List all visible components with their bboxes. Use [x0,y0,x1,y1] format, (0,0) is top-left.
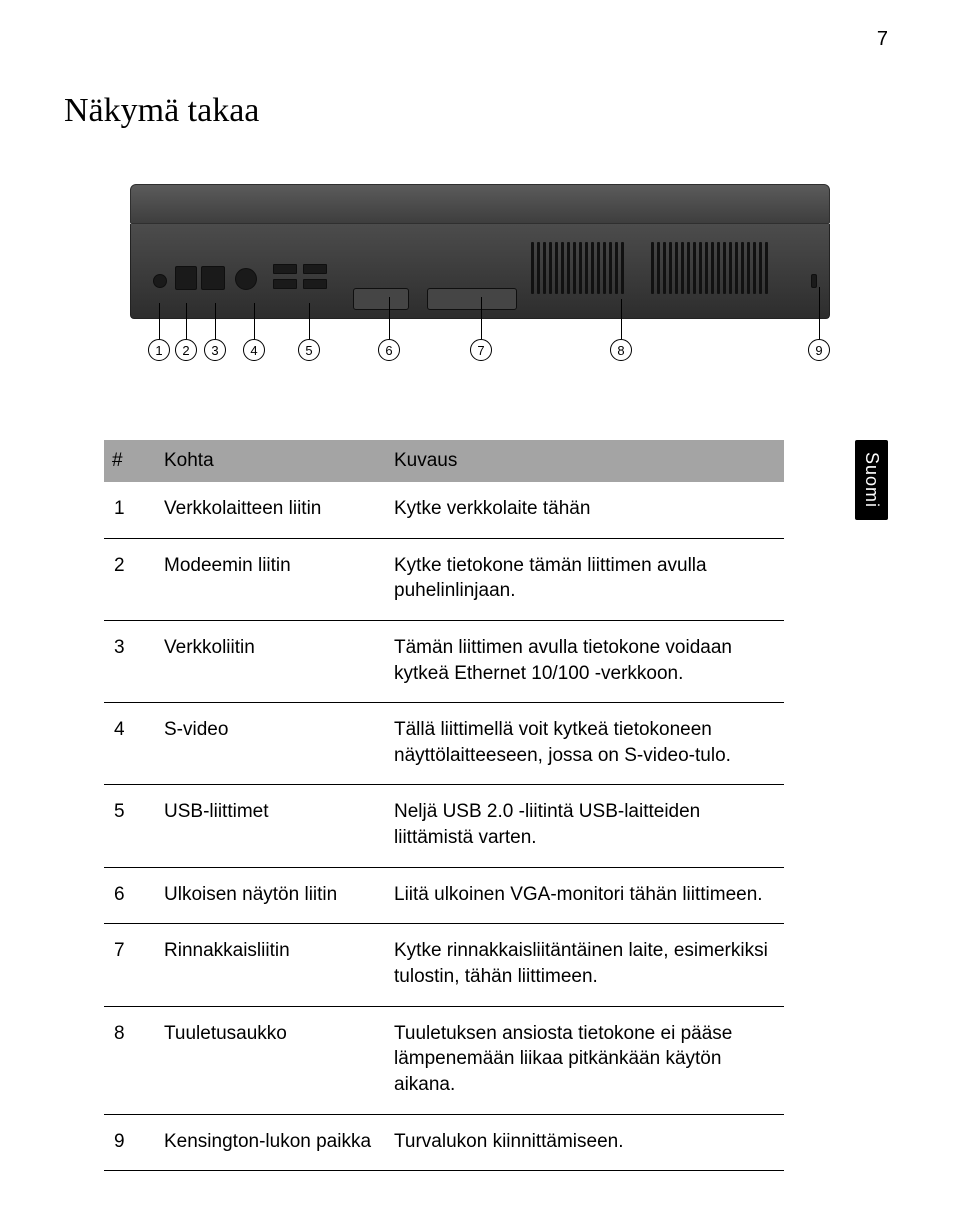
th-number: # [112,450,164,472]
cell-item: Modeemin liitin [164,553,394,604]
usb-port-2 [273,279,297,289]
cell-description: Tällä liittimellä voit kytkeä tietokonee… [394,717,776,768]
cell-item: Tuuletusaukko [164,1021,394,1098]
callout-1: 1 [148,339,170,361]
page-number: 7 [877,28,888,51]
cell-description: Kytke tietokone tämän liittimen avulla p… [394,553,776,604]
usb-port-4 [303,279,327,289]
cell-number: 2 [112,553,164,604]
cell-number: 1 [112,496,164,522]
cell-item: USB-liittimet [164,799,394,850]
parallel-port [427,288,517,310]
callout-5: 5 [298,339,320,361]
callout-leader [159,303,160,339]
cell-description: Tämän liittimen avulla tietokone voidaan… [394,635,776,686]
cell-description: Neljä USB 2.0 -liitintä USB-laitteiden l… [394,799,776,850]
callout-4: 4 [243,339,265,361]
kensington-slot [811,274,817,288]
cell-number: 8 [112,1021,164,1098]
callout-7: 7 [470,339,492,361]
usb-port-3 [303,264,327,274]
cell-number: 6 [112,882,164,908]
cell-description: Liitä ulkoinen VGA-monitori tähän liitti… [394,882,776,908]
th-item: Kohta [164,450,394,472]
table-row: 4S-videoTällä liittimellä voit kytkeä ti… [104,703,784,785]
cell-item: S-video [164,717,394,768]
cell-item: Ulkoisen näytön liitin [164,882,394,908]
cell-number: 9 [112,1129,164,1155]
callout-2: 2 [175,339,197,361]
callout-leader [819,287,820,339]
vent-grille-right [651,242,768,294]
cell-item: Rinnakkaisliitin [164,938,394,989]
language-tab: Suomi [855,440,888,520]
callout-leader [309,303,310,339]
cell-number: 5 [112,799,164,850]
cell-description: Kytke rinnakkaisliitäntäinen laite, esim… [394,938,776,989]
dc-in-port [153,274,167,288]
table-row: 9Kensington-lukon paikkaTurvalukon kiinn… [104,1115,784,1172]
callout-6: 6 [378,339,400,361]
table-header: # Kohta Kuvaus [104,440,784,482]
callout-9: 9 [808,339,830,361]
laptop-rear-panel [130,224,830,319]
usb-port-1 [273,264,297,274]
table-row: 2Modeemin liitinKytke tietokone tämän li… [104,539,784,621]
rj45-port [201,266,225,290]
table-row: 6Ulkoisen näytön liitinLiitä ulkoinen VG… [104,868,784,925]
table-row: 3VerkkoliitinTämän liittimen avulla tiet… [104,621,784,703]
callout-leader [254,303,255,339]
callout-8: 8 [610,339,632,361]
cell-number: 4 [112,717,164,768]
callout-leader [215,303,216,339]
cell-number: 3 [112,635,164,686]
cell-number: 7 [112,938,164,989]
rj11-port [175,266,197,290]
table-row: 7RinnakkaisliitinKytke rinnakkaisliitänt… [104,924,784,1006]
callout-leader [389,297,390,339]
cell-item: Kensington-lukon paikka [164,1129,394,1155]
laptop-lid [130,184,830,224]
vga-port [353,288,409,310]
cell-item: Verkkolaitteen liitin [164,496,394,522]
cell-description: Turvalukon kiinnittämiseen. [394,1129,776,1155]
cell-description: Tuuletuksen ansiosta tietokone ei pääse … [394,1021,776,1098]
table-row: 5USB-liittimetNeljä USB 2.0 -liitintä US… [104,785,784,867]
th-description: Kuvaus [394,450,776,472]
vent-grille-left [531,242,624,294]
table-row: 8TuuletusaukkoTuuletuksen ansiosta tieto… [104,1007,784,1115]
callout-leader [621,299,622,339]
page-title: Näkymä takaa [64,92,259,130]
table-row: 1Verkkolaitteen liitinKytke verkkolaite … [104,482,784,539]
callout-leader [481,297,482,339]
cell-item: Verkkoliitin [164,635,394,686]
rear-view-figure: 1234 5 6 7 8 9 [130,184,830,384]
svideo-port [235,268,257,290]
callout-3: 3 [204,339,226,361]
cell-description: Kytke verkkolaite tähän [394,496,776,522]
ports-table: # Kohta Kuvaus 1Verkkolaitteen liitinKyt… [104,440,784,1171]
laptop-illustration [130,184,830,324]
callout-leader [186,303,187,339]
